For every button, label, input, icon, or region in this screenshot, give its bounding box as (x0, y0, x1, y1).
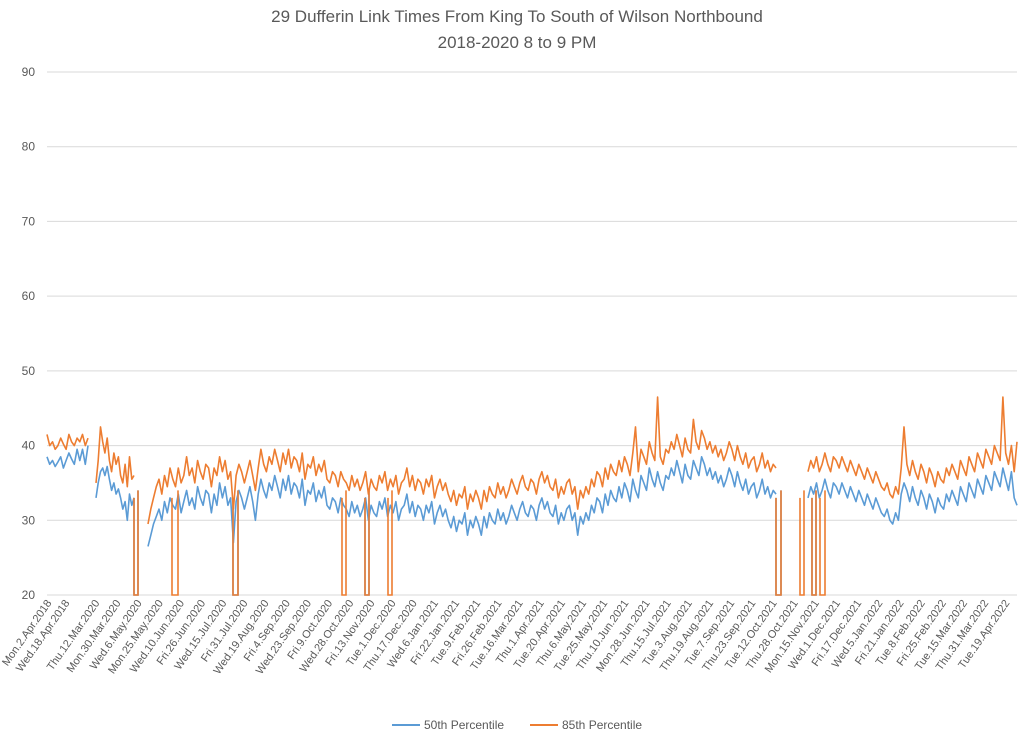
series-dropout-85th (133, 490, 139, 596)
y-tick-label: 40 (22, 439, 36, 453)
series-dropout-85th (171, 490, 179, 596)
series-line-50th-segment-3 (807, 467, 1018, 525)
series-dropout-85th (387, 490, 393, 596)
series-line-85th-segment-2 (147, 396, 777, 525)
y-tick-label: 90 (22, 65, 36, 79)
y-tick-label: 50 (22, 364, 36, 378)
series-dropout-85th (775, 490, 782, 596)
series-dropout-85th (232, 490, 239, 596)
series-line-50th-segment-0 (46, 445, 89, 469)
y-axis-ticks: 20 30 40 50 60 70 80 90 (22, 65, 36, 602)
series-group (46, 396, 1018, 596)
legend: 50th Percentile 85th Percentile (392, 718, 642, 732)
chart-subtitle: 2018-2020 8 to 9 PM (438, 33, 597, 52)
legend-label-50th: 50th Percentile (424, 718, 504, 732)
series-dropout-85th (364, 490, 370, 596)
y-tick-label: 60 (22, 289, 36, 303)
gridlines (47, 71, 1017, 596)
y-tick-label: 70 (22, 214, 36, 228)
series-dropout-85th (341, 490, 347, 596)
series-line-85th-segment-3 (807, 396, 1018, 499)
series-line-50th-segment-1 (95, 465, 135, 522)
series-line-85th-segment-0 (46, 433, 89, 451)
series-dropout-85th (811, 490, 817, 596)
x-axis-ticks: Mon.2.Apr.2018Wed.18.Apr.2018Thu.12.Mar.… (0, 598, 1012, 677)
y-tick-label: 80 (22, 140, 36, 154)
y-tick-label: 30 (22, 513, 36, 527)
series-line-85th-segment-1 (95, 426, 135, 488)
legend-label-85th: 85th Percentile (562, 718, 642, 732)
y-tick-label: 20 (22, 588, 36, 602)
series-dropout-85th (819, 490, 826, 596)
chart-title: 29 Dufferin Link Times From King To Sout… (271, 7, 763, 26)
series-dropout-85th (799, 490, 805, 596)
series-line-50th-segment-2 (147, 456, 777, 547)
